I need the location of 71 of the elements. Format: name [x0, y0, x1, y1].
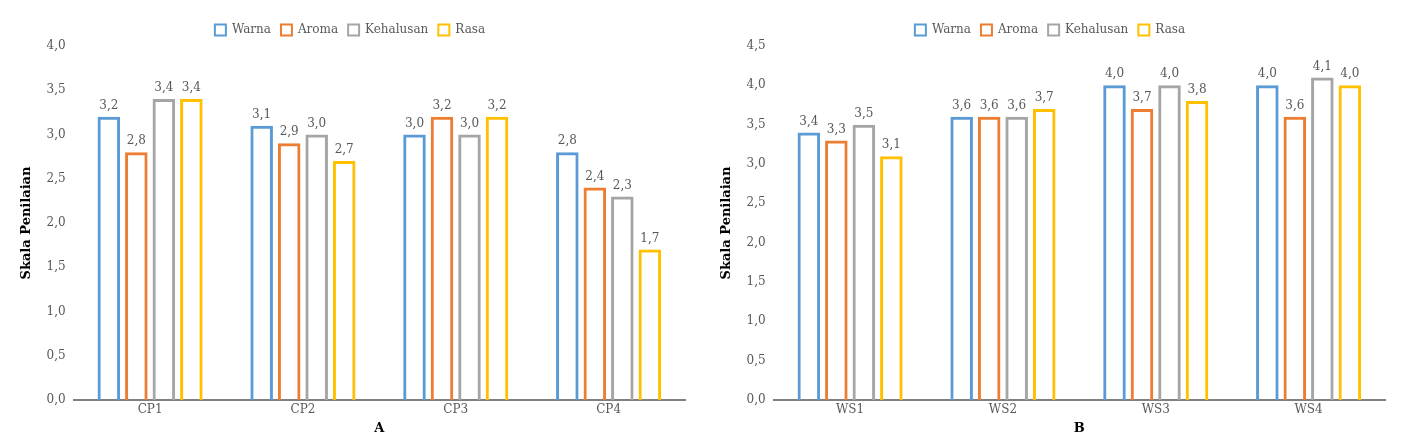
data-label: 3,2 — [432, 97, 452, 112]
data-label: 2,8 — [557, 133, 577, 148]
y-tick-label: 1,5 — [46, 259, 66, 274]
y-tick-label: 0,0 — [46, 392, 66, 407]
x-axis-title: B — [1073, 419, 1085, 435]
x-tick-label: CP4 — [596, 402, 622, 417]
data-label: 3,2 — [487, 97, 507, 112]
data-label: 3,6 — [1285, 97, 1305, 112]
legend-label: Kehalusan — [365, 22, 429, 37]
data-label: 3,4 — [181, 80, 202, 95]
data-label: 3,6 — [952, 97, 972, 112]
data-label: 3,0 — [307, 115, 327, 130]
y-tick-label: 3,0 — [746, 156, 766, 171]
y-tick-label: 3,5 — [746, 116, 766, 131]
data-label: 4,1 — [1312, 58, 1332, 73]
data-label: 1,7 — [640, 230, 660, 245]
y-tick-label: 0,5 — [746, 352, 766, 367]
data-label: 3,6 — [979, 97, 999, 112]
data-label: 3,5 — [854, 105, 874, 120]
data-label: 2,7 — [334, 142, 354, 157]
data-label: 2,9 — [279, 124, 299, 139]
data-label: 3,7 — [1132, 90, 1152, 105]
legend-label: Warna — [931, 22, 971, 37]
legend-label: Aroma — [996, 22, 1039, 37]
data-label: 2,4 — [585, 168, 605, 183]
x-tick-label: WS1 — [836, 402, 865, 417]
legend-label: Rasa — [1155, 22, 1186, 37]
y-tick-label: 4,0 — [746, 77, 766, 92]
data-label: 4,0 — [1257, 66, 1277, 81]
y-tick-label: 2,5 — [46, 170, 66, 185]
x-tick-label: CP1 — [137, 402, 163, 417]
legend-label: Rasa — [455, 22, 486, 37]
y-tick-label: 4,5 — [746, 38, 766, 53]
data-label: 4,0 — [1104, 66, 1125, 81]
data-label: 3,7 — [1034, 90, 1054, 105]
data-label: 3,4 — [799, 113, 819, 128]
y-tick-label: 1,5 — [746, 274, 766, 289]
y-tick-label: 2,0 — [746, 234, 766, 249]
x-tick-label: WS4 — [1294, 402, 1324, 417]
data-label: 2,8 — [126, 133, 146, 148]
x-axis-title: A — [373, 419, 386, 435]
data-label: 3,1 — [881, 137, 901, 152]
x-tick-label: WS3 — [1141, 402, 1170, 417]
data-label: 3,0 — [404, 115, 425, 130]
y-tick-label: 1,0 — [746, 313, 766, 328]
data-label: 3,4 — [154, 80, 174, 95]
y-tick-label: 1,0 — [46, 303, 66, 318]
legend-label: Warna — [231, 22, 271, 37]
legend-label: Kehalusan — [1065, 22, 1129, 37]
data-label: 4,0 — [1159, 66, 1180, 81]
data-label: 3,3 — [826, 121, 846, 136]
x-tick-label: WS2 — [988, 402, 1018, 417]
data-label: 2,3 — [612, 177, 632, 192]
y-axis-title: Skala Penilaian — [18, 165, 34, 280]
data-label: 4,0 — [1340, 66, 1360, 81]
y-tick-label: 2,5 — [746, 195, 766, 210]
data-label: 3,2 — [99, 97, 119, 112]
y-tick-label: 3,5 — [46, 82, 66, 97]
y-tick-label: 4,0 — [46, 38, 66, 53]
x-tick-label: CP3 — [443, 402, 469, 417]
x-tick-label: CP2 — [290, 402, 316, 417]
y-tick-label: 0,5 — [46, 347, 66, 362]
y-tick-label: 2,0 — [46, 215, 66, 230]
y-tick-label: 0,0 — [746, 392, 766, 407]
data-label: 3,1 — [252, 106, 272, 121]
data-label: 3,8 — [1187, 82, 1207, 97]
data-label: 3,6 — [1007, 97, 1027, 112]
data-label: 3,0 — [459, 115, 480, 130]
y-axis-title: Skala Penilaian — [718, 165, 734, 280]
y-tick-label: 3,0 — [46, 126, 66, 141]
legend-label: Aroma — [296, 22, 339, 37]
